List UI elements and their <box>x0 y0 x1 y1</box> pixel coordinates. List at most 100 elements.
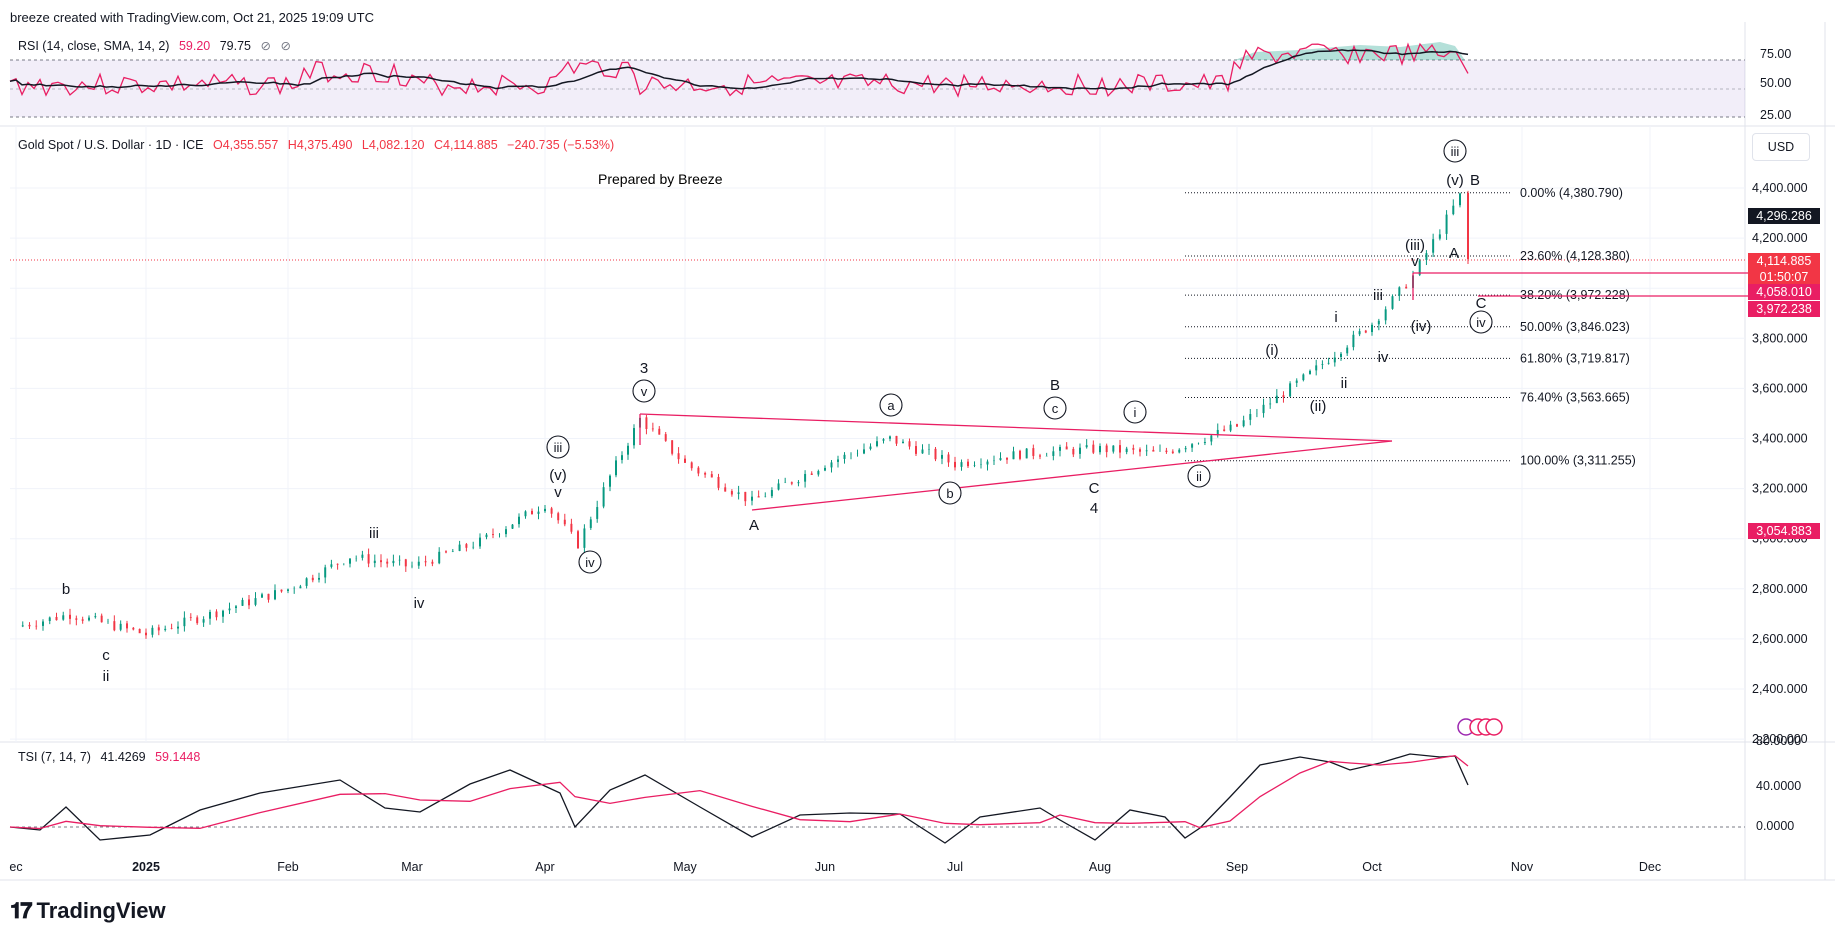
price-axis-label: 3,400.000 <box>1752 432 1808 446</box>
fib-level-label: 0.00% (4,380.790) <box>1520 186 1623 200</box>
rsi-axis-label: 50.00 <box>1760 76 1791 90</box>
rsi-sma-line[interactable] <box>9 49 1469 90</box>
close-value: C4,114.885 <box>433 138 498 152</box>
time-axis-label[interactable]: 2025 <box>132 860 160 874</box>
wave-label-c1[interactable]: c <box>102 647 110 664</box>
open-value: O4,355.557 <box>212 138 279 152</box>
triangle-upper-line[interactable] <box>639 413 1393 442</box>
triangle-lower-line[interactable] <box>751 440 1393 511</box>
rsi-axis-label: 25.00 <box>1760 108 1791 122</box>
rsi-line[interactable] <box>9 42 1469 98</box>
wave-label-A2[interactable]: A <box>1449 245 1459 262</box>
tsi-legend[interactable]: TSI (7, 14, 7) 41.4269 59.1448 <box>18 750 206 764</box>
tradingview-logo-icon: 𝟏𝟕 <box>10 898 33 923</box>
wave-label-v_paren2[interactable]: (v) <box>1446 172 1464 189</box>
wave-label-B2[interactable]: B <box>1470 172 1480 189</box>
wave-label-circle <box>546 435 570 459</box>
wave-label-c2[interactable]: c <box>1052 401 1059 416</box>
candlesticks[interactable] <box>21 190 1469 639</box>
wave-label-iii_paren[interactable]: (iii) <box>1405 237 1425 254</box>
wave-label-b1[interactable]: b <box>62 581 70 598</box>
tsi-signal-line[interactable] <box>9 754 1469 830</box>
time-axis-label[interactable]: Dec <box>1639 860 1661 874</box>
wave-label-circle <box>1123 400 1147 424</box>
wave-label-three[interactable]: 3 <box>640 360 648 377</box>
price-grid <box>10 126 1745 742</box>
triangle-pattern[interactable] <box>639 272 1820 511</box>
price-axis-label: 3,200.000 <box>1752 482 1808 496</box>
price-axis-label: 4,200.000 <box>1752 231 1808 245</box>
wave-label-iv_paren[interactable]: (iv) <box>1411 318 1432 335</box>
wave-label-A1[interactable]: A <box>749 517 759 534</box>
time-axis-label[interactable]: Aug <box>1089 860 1111 874</box>
wave-label-v_paren[interactable]: (v) <box>549 467 567 484</box>
price-badge: 4,296.286 <box>1748 208 1820 224</box>
wave-label-iv2[interactable]: iv <box>585 555 595 570</box>
wave-label-iii4[interactable]: iii <box>1451 144 1460 159</box>
rsi-axis-label: 75.00 <box>1760 47 1791 61</box>
wave-label-i_paren[interactable]: (i) <box>1265 342 1278 359</box>
tsi-name: TSI (7, 14, 7) <box>18 750 91 764</box>
tsi-axis: 80.0000 40.0000 0.0000 <box>1756 734 1801 833</box>
elliott-wave-labels[interactable]: bciiiiiiviii(v)viv3vAabBcC4iii(i)(ii)iii… <box>62 139 1493 685</box>
rsi-legend[interactable]: RSI (14, close, SMA, 14, 2) 59.20 79.75 … <box>18 38 297 53</box>
wave-label-b2[interactable]: b <box>946 486 953 501</box>
wave-label-iii3[interactable]: iii <box>1373 287 1383 304</box>
wave-label-i1[interactable]: i <box>1134 405 1137 420</box>
rsi-name: RSI (14, close, SMA, 14, 2) <box>18 39 170 53</box>
wave-label-iv3[interactable]: iv <box>1378 349 1389 366</box>
fib-retracement[interactable]: 0.00% (4,380.790) 23.60% (4,128.380) 38.20… <box>1185 186 1636 468</box>
wave-label-ii3[interactable]: ii <box>1341 375 1348 392</box>
wave-label-iv4[interactable]: iv <box>1476 315 1486 330</box>
time-axis-label[interactable]: Feb <box>277 860 299 874</box>
tsi-line[interactable] <box>9 753 1469 844</box>
main-legend[interactable]: Gold Spot / U.S. Dollar · 1D · ICE O4,35… <box>18 138 620 152</box>
time-axis-label[interactable]: Jun <box>815 860 835 874</box>
wave-label-circle <box>1469 310 1493 334</box>
time-axis-label[interactable]: May <box>673 860 697 874</box>
price-badge: 3,972.238 <box>1748 301 1820 317</box>
wave-label-B1[interactable]: B <box>1050 377 1060 394</box>
tsi-axis-label: 0.0000 <box>1756 819 1794 833</box>
wave-label-circle <box>1043 396 1067 420</box>
wave-label-C2[interactable]: C <box>1476 295 1487 312</box>
wave-label-C1[interactable]: C <box>1089 480 1100 497</box>
visibility-icon[interactable]: ⊘ <box>280 39 291 53</box>
eye-icon[interactable]: ⊘ <box>260 39 271 53</box>
wave-label-circle <box>578 550 602 574</box>
wave-label-iii1[interactable]: iii <box>369 525 379 542</box>
price-axis-label: 3,800.000 <box>1752 331 1808 345</box>
footer-brand[interactable]: 𝟏𝟕 TradingView <box>10 898 166 924</box>
wave-label-ii2[interactable]: ii <box>1196 469 1202 484</box>
wave-label-v3[interactable]: v <box>1411 253 1419 270</box>
wave-label-v1[interactable]: v <box>554 484 562 501</box>
fib-level-label: 38.20% (3,972.228) <box>1520 288 1630 302</box>
tsi-value: 41.4269 <box>100 750 146 764</box>
time-axis-label[interactable]: Nov <box>1511 860 1534 874</box>
flag-icons[interactable] <box>1457 718 1503 736</box>
wave-label-iv1[interactable]: iv <box>414 595 425 612</box>
wave-label-iii2[interactable]: iii <box>554 440 563 455</box>
wave-label-circle <box>1443 139 1467 163</box>
wave-label-ii_paren[interactable]: (ii) <box>1310 398 1327 415</box>
wave-label-v2[interactable]: v <box>641 384 648 399</box>
wave-label-a1[interactable]: a <box>887 398 895 413</box>
wave-label-i2[interactable]: i <box>1334 309 1337 326</box>
time-axis-label[interactable]: Sep <box>1226 860 1248 874</box>
wave-label-ii1[interactable]: ii <box>103 668 110 685</box>
symbol-name: Gold Spot / U.S. Dollar · 1D · ICE <box>18 138 204 152</box>
time-axis-label[interactable]: Mar <box>401 860 423 874</box>
time-axis[interactable]: ec 2025 Feb Mar Apr May Jun Jul Aug Sep Oct Nov Dec <box>9 860 1661 874</box>
wave-label-four[interactable]: 4 <box>1090 500 1098 517</box>
time-axis-label[interactable]: Oct <box>1362 860 1382 874</box>
price-badge: 4,114.885 01:50:07 <box>1748 253 1820 285</box>
wave-label-circle <box>938 481 962 505</box>
us-flag-icon-3[interactable] <box>1485 718 1503 736</box>
time-axis-label[interactable]: Apr <box>535 860 554 874</box>
currency-button[interactable]: USD <box>1752 133 1810 161</box>
time-axis-label[interactable]: ec <box>9 860 22 874</box>
time-axis-label[interactable]: Jul <box>947 860 963 874</box>
fib-level-label: 76.40% (3,563.665) <box>1520 391 1630 405</box>
high-value: H4,375.490 <box>287 138 353 152</box>
